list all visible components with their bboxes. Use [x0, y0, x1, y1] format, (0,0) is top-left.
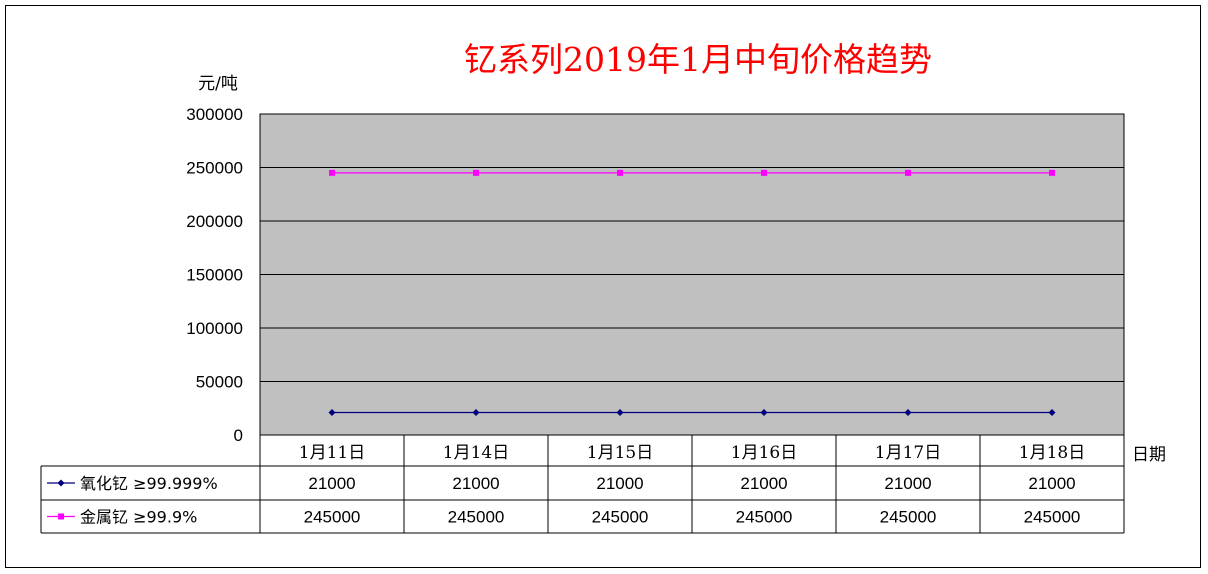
data-table-cell: 21000 — [1028, 474, 1075, 493]
data-table-cell: 245000 — [1024, 508, 1081, 527]
y-tick-label: 200000 — [186, 212, 243, 231]
legend-marker — [57, 479, 65, 487]
x-tick-label: 1月14日 — [443, 443, 509, 463]
data-table-cells: 21000 21000 21000 21000 21000 21000 245000 2450… — [304, 474, 1081, 527]
y-tick-label: 0 — [234, 426, 243, 445]
data-table-cell: 245000 — [304, 508, 361, 527]
x-axis-label: 日期 — [1132, 445, 1166, 465]
y-tick-label: 100000 — [186, 319, 243, 338]
data-table-cell: 245000 — [736, 508, 793, 527]
x-tick-label: 1月15日 — [587, 443, 653, 463]
data-point — [761, 169, 767, 176]
data-table-cell: 245000 — [592, 508, 649, 527]
x-tick-label: 1月18日 — [1019, 443, 1085, 463]
legend-marker — [58, 513, 64, 520]
data-table-grid — [40, 435, 1125, 534]
data-table-cell: 21000 — [884, 474, 931, 493]
y-axis-ticks: 300000 250000 200000 150000 100000 50000 0 — [186, 105, 243, 445]
y-tick-label: 150000 — [186, 266, 243, 285]
legend-label: 金属钇 ≥99.9% — [80, 508, 197, 527]
series-lines — [328, 169, 1056, 417]
data-point — [473, 169, 479, 176]
data-table-cell: 245000 — [880, 508, 937, 527]
data-point — [616, 409, 624, 417]
data-table-cell: 21000 — [452, 474, 499, 493]
data-table-cell: 21000 — [740, 474, 787, 493]
x-tick-label: 1月16日 — [731, 443, 797, 463]
gridlines — [260, 167, 1124, 382]
data-point — [904, 409, 912, 417]
x-tick-label: 1月11日 — [299, 443, 365, 463]
y-tick-label: 300000 — [186, 105, 243, 124]
data-point — [760, 409, 768, 417]
data-point — [1049, 169, 1055, 176]
data-point — [617, 169, 623, 176]
y-axis-label: 元/吨 — [198, 74, 238, 94]
legend: 氧化钇 ≥99.999% 金属钇 ≥99.9% — [47, 474, 218, 527]
x-tick-label: 1月17日 — [875, 443, 941, 463]
chart-title: 钇系列2019年1月中旬价格趋势 — [464, 40, 932, 79]
data-point — [328, 409, 336, 417]
data-point — [329, 169, 335, 176]
data-table-cell: 21000 — [308, 474, 355, 493]
data-point — [1048, 409, 1056, 417]
data-point — [472, 409, 480, 417]
data-table-cell: 245000 — [448, 508, 505, 527]
legend-label: 氧化钇 ≥99.999% — [80, 474, 218, 493]
y-tick-label: 250000 — [186, 159, 243, 178]
data-table-cell: 21000 — [596, 474, 643, 493]
data-point — [905, 169, 911, 176]
y-tick-label: 50000 — [196, 373, 243, 392]
category-labels: 1月11日 1月14日 1月15日 1月16日 1月17日 1月18日 — [299, 443, 1085, 463]
